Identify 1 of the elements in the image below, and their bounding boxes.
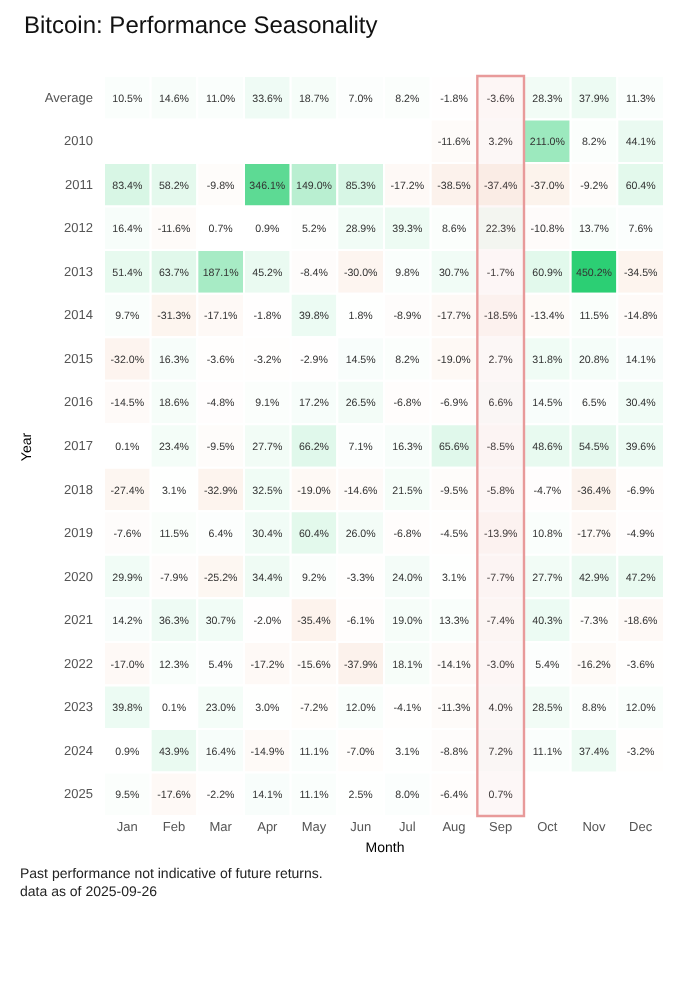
chart-title: Bitcoin: Performance Seasonality	[24, 10, 378, 39]
